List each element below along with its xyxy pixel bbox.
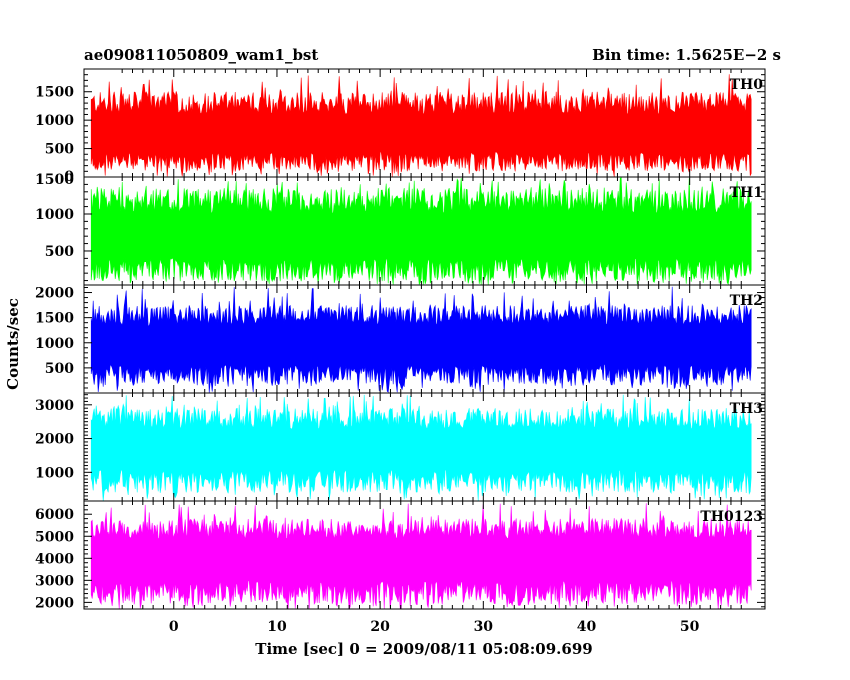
panel-label: TH0 bbox=[730, 77, 764, 93]
panel-th0123: 2000 3000 4000 5000 6000 TH0123 bbox=[35, 500, 766, 611]
y-tick-label: 500 bbox=[45, 361, 74, 377]
panel-frame bbox=[83, 500, 766, 610]
x-tick-label: 0 bbox=[169, 619, 179, 635]
x-axis: 0 10 20 30 40 50 bbox=[169, 619, 700, 635]
panels: 500100015000TH050010001500TH150010001500… bbox=[35, 68, 766, 611]
y-tick-label: 1500 bbox=[35, 311, 74, 327]
y-tick-label: 1000 bbox=[35, 465, 74, 481]
panel-th3: 1000 2000 3000 TH3 bbox=[35, 392, 766, 502]
y-tick-label: 3000 bbox=[35, 573, 74, 589]
x-tick-label: 10 bbox=[267, 619, 287, 635]
y-tick-label: 1000 bbox=[35, 113, 74, 129]
series-th3 bbox=[90, 394, 752, 501]
chart-subtitle: Bin time: 1.5625E−2 s bbox=[592, 46, 781, 64]
y-tick-label: 1000 bbox=[35, 336, 74, 352]
y-tick-label: 500 bbox=[45, 142, 74, 158]
panel-label: TH2 bbox=[730, 293, 763, 309]
series-th2 bbox=[90, 286, 752, 393]
y-tick-label: 2000 bbox=[35, 286, 74, 302]
panel-th2: 500 1000 1500 2000 TH2 bbox=[35, 284, 766, 394]
series-th0123 bbox=[90, 503, 752, 611]
y-tick-label: 3000 bbox=[35, 398, 74, 414]
series-th0 bbox=[90, 74, 752, 177]
y-tick-label: 1500 bbox=[35, 85, 74, 101]
x-tick-label: 30 bbox=[474, 619, 494, 635]
y-tick-label: 6000 bbox=[35, 507, 74, 523]
y-tick-label: 4000 bbox=[35, 551, 74, 567]
y-tick-label: 0 bbox=[64, 169, 74, 185]
x-tick-label: 40 bbox=[577, 619, 597, 635]
panel-th1: 500 1000 1500 TH1 bbox=[35, 172, 766, 286]
y-tick-label: 500 bbox=[45, 244, 74, 260]
y-tick-label: 1000 bbox=[35, 207, 74, 223]
x-tick-label: 50 bbox=[680, 619, 700, 635]
y-tick-label: 2000 bbox=[35, 432, 74, 448]
panel-label: TH0123 bbox=[700, 509, 763, 525]
x-axis-label: Time [sec] 0 = 2009/08/11 05:08:09.699 bbox=[255, 640, 592, 658]
chart-title: ae090811050809_wam1_bst bbox=[84, 46, 318, 64]
y-tick-label: 1500 bbox=[35, 172, 74, 188]
y-tick-label: 2000 bbox=[35, 595, 74, 611]
y-tick-label: 5000 bbox=[35, 529, 74, 545]
panel-label: TH1 bbox=[730, 185, 763, 201]
x-tick-label: 20 bbox=[370, 619, 390, 635]
series-th1 bbox=[90, 177, 752, 286]
y-axis-label: Counts/sec bbox=[4, 298, 22, 390]
panel-label: TH3 bbox=[730, 401, 763, 417]
